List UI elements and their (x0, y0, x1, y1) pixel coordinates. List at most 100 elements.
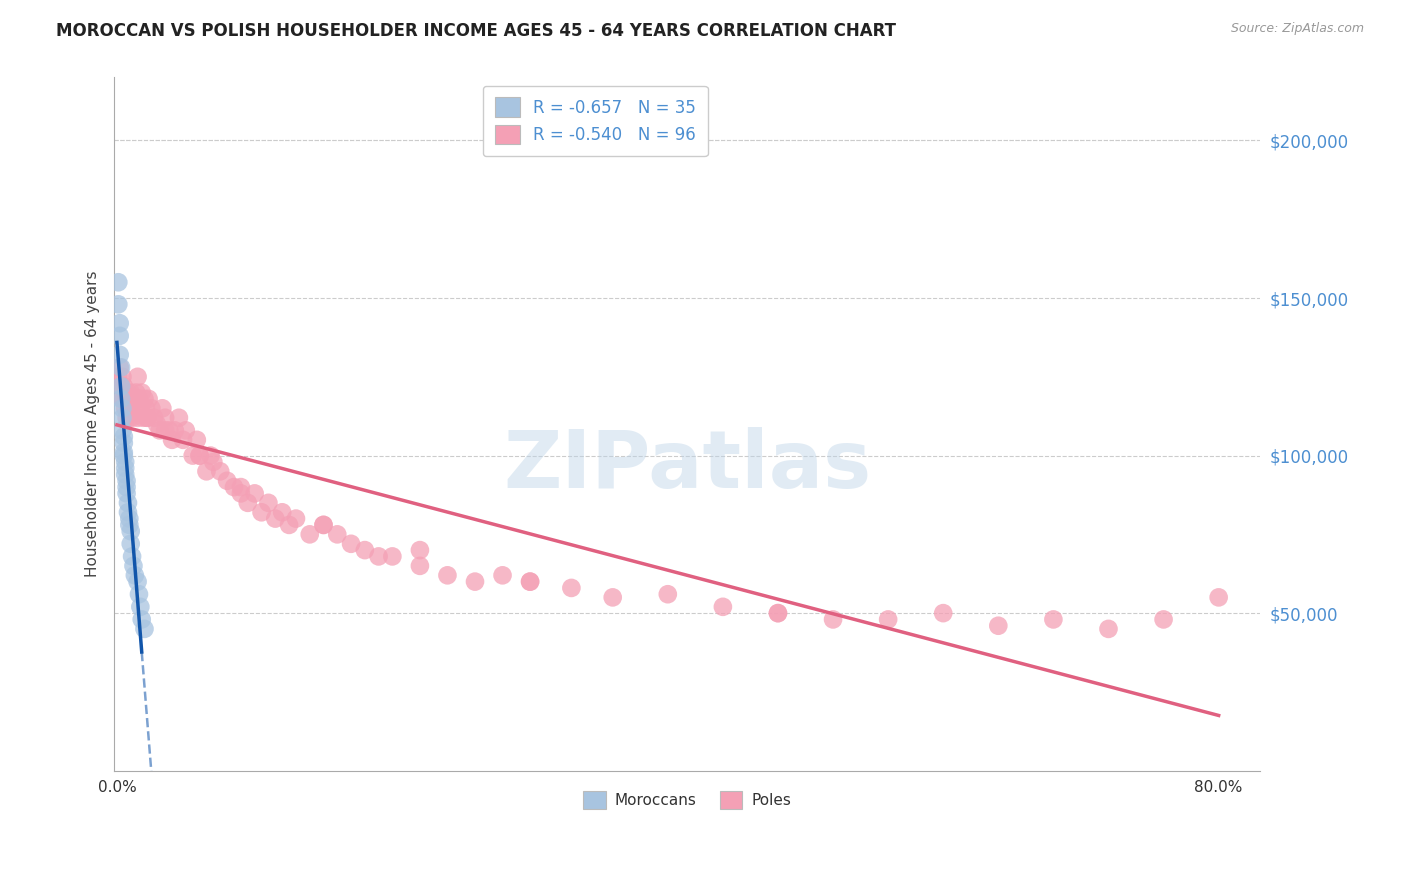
Point (436, 568, 458, 582)
Point (172, 433, 194, 447)
Point (107, 369, 129, 384)
Point (491, 568, 513, 582)
Point (124, 568, 146, 582)
Point (115, 392, 138, 406)
Point (163, 423, 186, 437)
Point (108, 328, 131, 343)
Point (271, 505, 294, 519)
Point (129, 599, 152, 614)
Point (127, 410, 149, 425)
Point (124, 401, 146, 416)
Point (114, 401, 136, 416)
Point (110, 379, 132, 393)
Point (823, 612, 845, 626)
Point (114, 455, 136, 469)
Point (108, 360, 131, 375)
Point (112, 449, 135, 463)
Point (115, 486, 138, 500)
Point (136, 410, 159, 425)
Point (236, 496, 259, 510)
Point (112, 379, 135, 393)
Point (110, 392, 132, 406)
Point (519, 574, 541, 589)
Point (122, 558, 145, 573)
Point (122, 392, 145, 406)
Point (278, 517, 301, 532)
Point (117, 496, 139, 510)
Point (312, 517, 335, 532)
Y-axis label: Householder Income Ages 45 - 64 years: Householder Income Ages 45 - 64 years (86, 271, 100, 577)
Point (153, 410, 176, 425)
Point (107, 275, 129, 289)
Point (131, 385, 153, 400)
Point (167, 410, 190, 425)
Point (118, 511, 141, 525)
Point (229, 480, 252, 494)
Point (115, 480, 138, 494)
Point (464, 574, 486, 589)
Point (141, 401, 163, 416)
Point (877, 612, 900, 626)
Point (340, 537, 363, 551)
Point (353, 543, 375, 558)
Point (409, 558, 432, 573)
Point (135, 401, 157, 416)
Point (136, 410, 159, 425)
Point (132, 410, 155, 425)
Point (157, 423, 180, 437)
Point (519, 574, 541, 589)
Point (114, 467, 136, 482)
Point (1097, 622, 1119, 636)
Point (186, 433, 208, 447)
Point (1153, 612, 1175, 626)
Point (160, 433, 183, 447)
Point (114, 385, 136, 400)
Point (118, 410, 141, 425)
Point (134, 392, 156, 406)
Point (243, 486, 266, 500)
Point (298, 527, 321, 541)
Point (120, 385, 142, 400)
Point (117, 505, 139, 519)
Point (112, 436, 135, 450)
Point (409, 543, 432, 558)
Point (217, 474, 239, 488)
Point (121, 410, 143, 425)
Point (174, 423, 197, 437)
Point (110, 360, 132, 375)
Point (229, 486, 252, 500)
Point (149, 423, 172, 437)
Point (120, 401, 142, 416)
Point (134, 622, 156, 636)
Point (138, 392, 160, 406)
Point (111, 423, 134, 437)
Point (195, 464, 218, 478)
Point (120, 537, 142, 551)
Point (111, 369, 134, 384)
Point (115, 474, 138, 488)
Point (112, 392, 135, 406)
Point (107, 297, 129, 311)
Text: MOROCCAN VS POLISH HOUSEHOLDER INCOME AGES 45 - 64 YEARS CORRELATION CHART: MOROCCAN VS POLISH HOUSEHOLDER INCOME AG… (56, 22, 896, 40)
Point (143, 410, 166, 425)
Point (312, 517, 335, 532)
Point (128, 392, 150, 406)
Point (367, 549, 389, 564)
Point (153, 423, 176, 437)
Point (128, 587, 150, 601)
Point (766, 606, 789, 620)
Point (127, 574, 149, 589)
Point (932, 606, 955, 620)
Point (111, 410, 134, 425)
Point (108, 316, 131, 330)
Point (1208, 591, 1230, 605)
Point (121, 549, 143, 564)
Point (115, 410, 138, 425)
Point (711, 599, 734, 614)
Point (112, 445, 135, 459)
Point (766, 606, 789, 620)
Point (111, 392, 134, 406)
Point (1042, 612, 1064, 626)
Point (117, 385, 139, 400)
Point (108, 348, 131, 362)
